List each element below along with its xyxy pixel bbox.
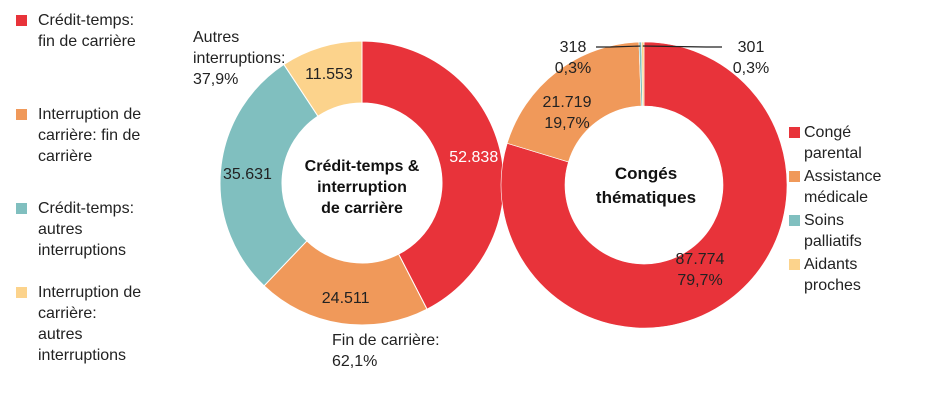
legend-right-label-2: Soins palliatifs: [804, 212, 862, 250]
legend-left-swatch-2: [16, 203, 27, 214]
legend-right-swatch-3: [789, 259, 800, 270]
legend-left-label-0: Crédit-temps: fin de carrière: [38, 12, 136, 50]
chart1-annotation-other: Autres interruptions: 37,9%: [193, 29, 286, 88]
chart1-annotation-end: Fin de carrière: 62,1%: [332, 332, 440, 370]
chart1-value-label-1: 24.511: [322, 290, 370, 307]
legend-right-swatch-0: [789, 127, 800, 138]
legend-left-swatch-0: [16, 15, 27, 26]
legend-right-label-1: Assistance médicale: [804, 168, 882, 206]
chart2-title: Congés thématiques: [596, 164, 696, 207]
chart2-slice-3: [641, 41, 645, 107]
legend-left-label-1: Interruption de carrière: fin de carrière: [38, 106, 142, 165]
chart2-leader-2: [596, 45, 641, 48]
chart1-value-label-0: 52.838: [449, 149, 498, 166]
chart2-label-1: 21.719 19,7%: [543, 94, 592, 132]
chart1-value-label-2: 35.631: [223, 166, 272, 183]
legend-left-label-3: Interruption de carrière: autres interrupti…: [38, 284, 142, 364]
legend-left-swatch-3: [16, 287, 27, 298]
chart1-title: Crédit-temps & interruption de carrière: [305, 158, 420, 217]
legend-right-swatch-1: [789, 171, 800, 182]
legend-right-label-3: Aidants proches: [804, 256, 861, 294]
legend-right-swatch-2: [789, 215, 800, 226]
chart2-slice-0: [500, 41, 788, 329]
chart2-leader-3: [642, 45, 722, 48]
chart2-label-2: 318 0,3%: [555, 39, 591, 77]
chart1-slice-0: [361, 40, 505, 310]
chart1-value-label-3: 11.553: [305, 66, 353, 83]
legend-left-label-2: Crédit-temps: autres interruptions: [38, 200, 135, 259]
chart2-label-0: 87.774 79,7%: [676, 251, 725, 289]
chart1-slice-2: [219, 63, 319, 287]
chart2-label-3: 301 0,3%: [733, 39, 769, 77]
chart1-slice-3: [283, 40, 363, 117]
legend-right-label-0: Congé parental: [804, 124, 862, 162]
legend-left-swatch-1: [16, 109, 27, 120]
